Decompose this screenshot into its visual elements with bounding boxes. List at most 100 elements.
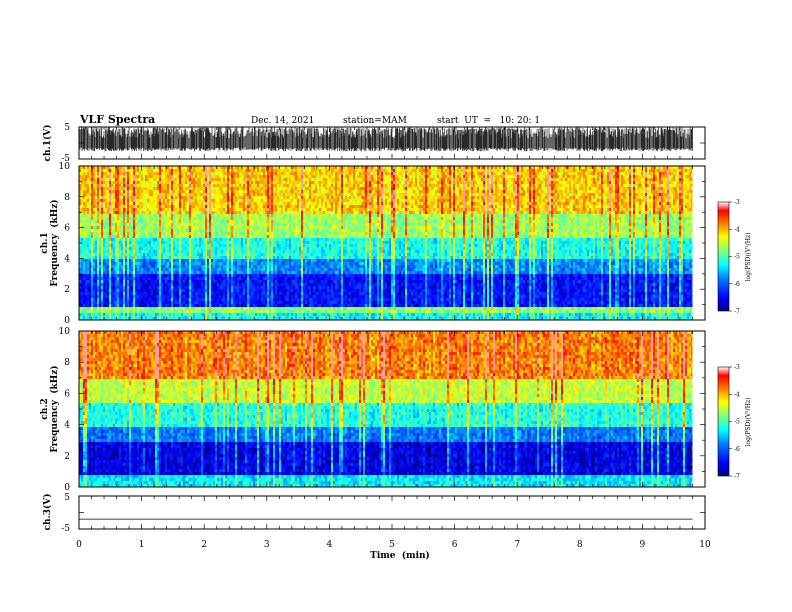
spectrogram-cell (145, 298, 147, 301)
spectrogram-cell (193, 220, 195, 223)
spectrogram-cell (207, 175, 209, 178)
spectrogram-cell (185, 247, 187, 250)
spectrogram-cell (195, 271, 197, 274)
spectrogram-cell (209, 274, 211, 277)
spectrogram-cell (115, 196, 117, 199)
spectrogram-cell (153, 298, 155, 301)
spectrogram-cell (103, 199, 105, 202)
spectrogram-cell (105, 211, 107, 214)
spectrogram-cell (187, 280, 189, 283)
spectrogram-cell (163, 199, 165, 202)
spectrogram-cell (119, 232, 121, 235)
spectrogram-cell (213, 229, 215, 232)
spectrogram-cell (105, 232, 107, 235)
spectrogram-cell (157, 172, 159, 175)
ch1-waveform-panel: 5 -5 ch.1(V) (42, 123, 706, 164)
spectrogram-cell (89, 310, 91, 313)
spectrogram-cell (181, 208, 183, 211)
spectrogram-cell (227, 274, 229, 277)
spectrogram-cell (167, 181, 169, 184)
spectrogram-cell (123, 304, 125, 307)
spectrogram-cell (175, 295, 177, 298)
spectrogram-cell (79, 265, 81, 268)
spectrogram-cell (131, 184, 133, 187)
spectrogram-cell (89, 229, 91, 232)
spectrogram-cell (125, 187, 127, 190)
spectrogram-cell (107, 184, 109, 187)
spectrogram-cell (155, 280, 157, 283)
spectrogram-cell (193, 193, 195, 196)
spectrogram-cell (181, 259, 183, 262)
spectrogram-cell (167, 265, 169, 268)
spectrogram-cell (193, 307, 195, 310)
spectrogram-cell (163, 250, 165, 253)
spectrogram-cell (123, 274, 125, 277)
spectrogram-cell (85, 244, 87, 247)
spectrogram-cell (215, 301, 217, 304)
spectrogram-cell (199, 187, 201, 190)
spectrogram-cell (145, 178, 147, 181)
spectrogram-cell (143, 193, 145, 196)
spectrogram-cell (191, 208, 193, 211)
spectrogram-cell (99, 178, 101, 181)
spectrogram-cell (109, 313, 111, 316)
spectrogram-cell (117, 277, 119, 280)
spectrogram-cell (201, 190, 203, 193)
spectrogram-cell (201, 208, 203, 211)
spectrogram-cell (93, 232, 95, 235)
spectrogram-cell (97, 193, 99, 196)
spectrogram-cell (125, 247, 127, 250)
spectrogram-cell (149, 307, 151, 310)
spectrogram-cell (139, 292, 141, 295)
spectrogram-cell (111, 268, 113, 271)
spectrogram-cell (109, 220, 111, 223)
spectrogram-cell (83, 274, 85, 277)
spectrogram-cell (205, 217, 207, 220)
spectrogram-cell (213, 232, 215, 235)
spectrogram-cell (103, 253, 105, 256)
spectrogram-cell (177, 304, 179, 307)
spectrogram-cell (225, 280, 227, 283)
spectrogram-cell (121, 196, 123, 199)
spectrogram-cell (195, 256, 197, 259)
spectrogram-cell (125, 313, 127, 316)
spectrogram-cell (213, 241, 215, 244)
spectrogram-cell (173, 229, 175, 232)
spectrogram-cell (173, 283, 175, 286)
spectrogram-cell (183, 274, 185, 277)
spectrogram-cell (175, 265, 177, 268)
spectrogram-cell (167, 232, 169, 235)
spectrogram-cell (151, 316, 153, 319)
spectrogram-cell (105, 238, 107, 241)
spectrogram-cell (159, 316, 161, 319)
spectrogram-cell (111, 277, 113, 280)
spectrogram-cell (117, 211, 119, 214)
spectrogram-cell (103, 274, 105, 277)
spectrogram-cell (205, 292, 207, 295)
spectrogram-cell (83, 253, 85, 256)
spectrogram-cell (213, 271, 215, 274)
spectrogram-cell (189, 253, 191, 256)
spectrogram-cell (137, 250, 139, 253)
spectrogram-cell (149, 178, 151, 181)
spectrogram-cell (187, 268, 189, 271)
spectrogram-cell (165, 268, 167, 271)
spectrogram-cell (135, 259, 137, 262)
spectrogram-cell (93, 223, 95, 226)
spectrogram-cell (181, 172, 183, 175)
spectrogram-cell (129, 310, 131, 313)
spectrogram-cell (81, 202, 83, 205)
spectrogram-cell (145, 289, 147, 292)
spectrogram-cell (143, 196, 145, 199)
spectrogram-cell (225, 313, 227, 316)
spectrogram-cell (187, 271, 189, 274)
spectrogram-cell (187, 217, 189, 220)
spectrogram-cell (91, 268, 93, 271)
spectrogram-cell (211, 262, 213, 265)
spectrogram-cell (219, 223, 221, 226)
spectrogram-cell (183, 265, 185, 268)
spectrogram-cell (83, 187, 85, 190)
spectrogram-cell (117, 184, 119, 187)
spectrogram-cell (203, 190, 205, 193)
spectrogram-cell (213, 181, 215, 184)
